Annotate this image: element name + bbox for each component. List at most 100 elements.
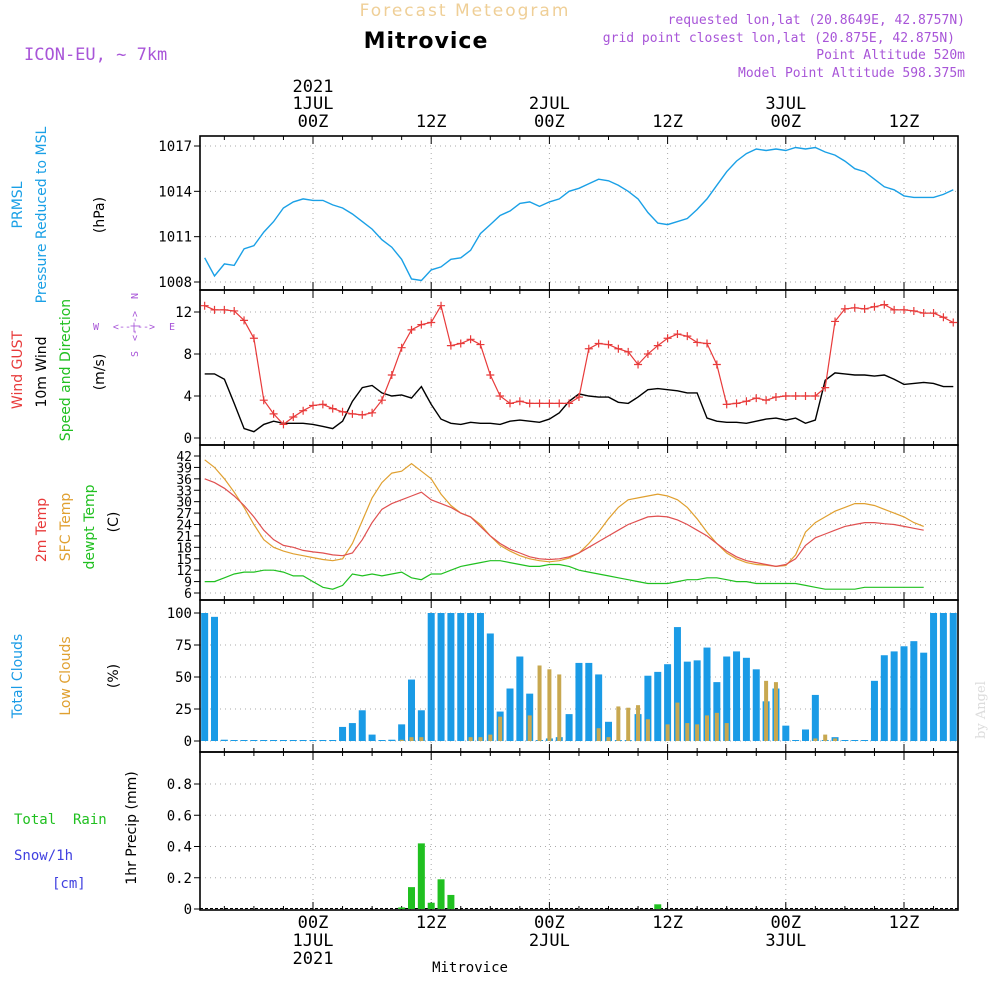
total-cloud-bar [575,662,583,741]
pressure-panel: 1008 1011 1014 1017 [158,135,959,291]
total-cloud-bar [476,613,484,741]
low-cloud-bar [606,737,611,741]
y-tick-label: 18 [176,541,192,556]
low-cloud-bar [616,706,621,741]
total-cloud-bar [486,633,494,741]
gust-marker [919,309,928,318]
bottom-hour-label: 00Z [534,913,565,933]
y-tick-label: 30 [176,496,192,511]
total-cloud-bar [752,669,760,741]
total-cloud-bar [880,655,888,741]
total-cloud-bar [240,740,248,741]
gust-marker [230,306,239,315]
wind-gust-line [204,303,954,426]
total-cloud-bar [427,613,435,741]
gust-marker [309,401,317,410]
temp-frame [199,444,959,601]
total-cloud-bar [841,740,849,741]
total-cloud-bar [408,679,415,741]
gust-marker [831,317,840,326]
y-tick-label: 0 [184,431,192,447]
low-cloud-bar [685,723,690,741]
rain-bar [437,879,445,909]
temp-unit: (C) [106,512,122,533]
gust-marker [752,394,761,403]
total-cloud-bar [742,657,750,741]
total-cloud-bar [870,680,878,741]
low-cloud-bar [636,705,641,741]
low-cloud-bar [498,716,503,741]
gust-marker [939,313,948,322]
total-cloud-bar [792,740,800,741]
gust-marker [456,339,465,348]
gust-marker [604,340,613,349]
compass-w: W [93,322,100,333]
top-date-label: 3JUL [765,94,806,114]
gust-marker [289,413,298,421]
y-tick-label: 0.6 [167,808,192,824]
total-cloud-bar [890,651,898,741]
y-tick-label: 42 [176,450,192,465]
total-cloud-bar [279,740,287,741]
gust-marker [840,304,849,313]
y-tick-label: 9 [184,576,192,591]
low-cloud-bar [833,738,838,741]
top-hour-label: 00Z [298,112,329,132]
gust-marker [220,305,229,314]
gust-marker [732,399,741,408]
total-cloud-bar [654,671,662,741]
total-cloud-bar [930,613,938,741]
gust-marker [259,396,268,405]
y-tick-label: 12 [175,305,192,321]
wind-dir-label: Speed and Direction [58,299,74,441]
gust-marker [860,304,869,313]
low-cloud-bar [823,734,828,741]
total-cloud-bar [230,740,238,741]
pressure-label-long: Pressure Reduced to MSL [34,126,50,303]
y-tick-label: 100 [167,606,192,622]
y-tick-label: 4 [184,389,192,405]
compass-rose: W E N S <--|--> <-|-> [93,293,175,357]
total-cloud-bar [437,613,445,741]
total-cloud-bar [949,613,957,741]
low-cloud-bar [557,674,562,741]
total-cloud-bar [693,660,701,741]
gust-marker [299,406,308,415]
top-hour-label: 12Z [652,112,683,132]
point-altitude: Point Altitude 520m [816,48,965,63]
gust-marker [368,408,377,417]
low-cloud-bar [488,734,493,741]
y-tick-label: 33 [176,484,192,499]
rain-label: Total Rain [14,812,107,828]
gust-marker [900,305,908,314]
total-cloud-bar [723,656,731,741]
top-hour-label: 00Z [534,112,565,132]
low-cloud-bar [764,680,769,741]
gust-marker [683,332,692,341]
total-cloud-bar [220,739,228,741]
total-cloud-bar [319,740,327,741]
total-cloud-bar [417,710,425,741]
gust-marker [210,305,219,314]
gust-marker [269,409,278,418]
forecast-meteogram-title: Forecast Meteogram [360,1,571,21]
top-hour-label: 12Z [416,112,447,132]
total-cloud-bar [348,723,356,741]
total-cloud-bar [299,740,307,741]
gust-marker [377,396,386,405]
y-tick-label: 24 [176,519,192,534]
low-cloud-bar [537,665,542,741]
gust-marker [506,399,514,408]
total-clouds-label: Total Clouds [10,634,26,719]
low-cloud-bar [645,719,650,741]
total-cloud-bar [802,729,809,741]
y-tick-label: 75 [175,638,192,654]
compass-vertical: <-|-> [130,311,141,341]
low-cloud-bar [478,737,483,741]
gust-marker [437,301,446,310]
total-cloud-bar [713,682,721,741]
gust-marker [466,335,475,344]
y-tick-label: 39 [176,461,192,476]
